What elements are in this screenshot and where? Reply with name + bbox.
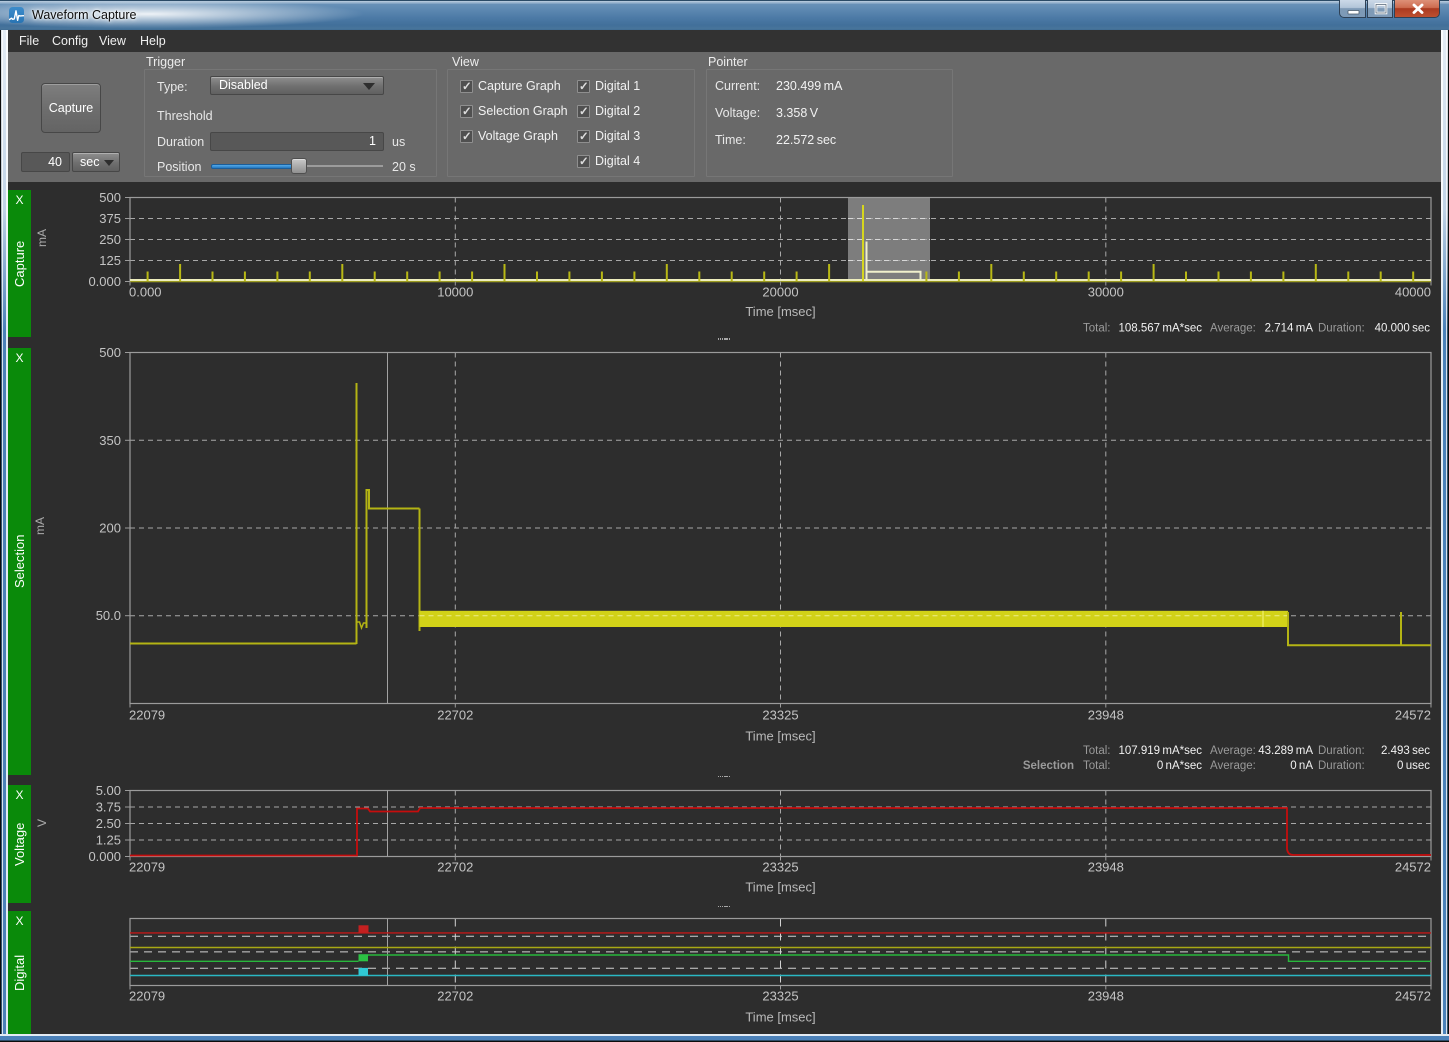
svg-text:50.0: 50.0 (96, 608, 121, 623)
svg-text:V: V (35, 819, 49, 827)
svg-text:1.25: 1.25 (96, 833, 121, 848)
svg-text:24572: 24572 (1395, 708, 1431, 723)
svg-text:125: 125 (99, 253, 121, 268)
svg-text:Total:: Total: (1083, 760, 1111, 772)
svg-text:23325: 23325 (762, 860, 798, 875)
svg-text:2.493 sec: 2.493 sec (1381, 745, 1430, 757)
svg-text:mA: mA (35, 229, 49, 247)
svg-text:500: 500 (99, 190, 121, 205)
svg-text:2.50: 2.50 (96, 816, 121, 831)
svg-text:Average:: Average: (1210, 760, 1256, 772)
svg-text:Duration:: Duration: (1318, 323, 1365, 335)
svg-text:5.00: 5.00 (96, 783, 121, 798)
svg-text:Time [msec]: Time [msec] (745, 304, 815, 319)
svg-text:10000: 10000 (437, 285, 473, 300)
svg-text:Duration:: Duration: (1318, 745, 1365, 757)
svg-text:24572: 24572 (1395, 989, 1431, 1004)
svg-text:Duration:: Duration: (1318, 760, 1365, 772)
svg-text:mA: mA (33, 517, 47, 535)
svg-text:23948: 23948 (1088, 708, 1124, 723)
svg-text:0 usec: 0 usec (1397, 760, 1430, 772)
svg-text:22702: 22702 (437, 708, 473, 723)
svg-text:500: 500 (99, 345, 121, 360)
svg-text:20000: 20000 (762, 285, 798, 300)
svg-text:250: 250 (99, 232, 121, 247)
svg-text:350: 350 (99, 433, 121, 448)
svg-text:22079: 22079 (129, 708, 165, 723)
svg-text:Total:: Total: (1083, 323, 1111, 335)
svg-text:Total:: Total: (1083, 745, 1111, 757)
svg-text:22702: 22702 (437, 989, 473, 1004)
svg-text:22702: 22702 (437, 860, 473, 875)
svg-text:0.000: 0.000 (88, 274, 121, 289)
svg-text:43.289 mA: 43.289 mA (1258, 745, 1313, 757)
svg-text:0 nA*sec: 0 nA*sec (1157, 760, 1202, 772)
svg-text:22079: 22079 (129, 860, 165, 875)
svg-text:24572: 24572 (1395, 860, 1431, 875)
svg-text:200: 200 (99, 521, 121, 536)
svg-text:Average:: Average: (1210, 323, 1256, 335)
svg-text:22079: 22079 (129, 989, 165, 1004)
svg-text:0.000: 0.000 (88, 849, 121, 864)
svg-text:108.567 mA*sec: 108.567 mA*sec (1119, 323, 1203, 335)
svg-text:Time [msec]: Time [msec] (745, 1010, 815, 1025)
svg-text:0 nA: 0 nA (1290, 760, 1313, 772)
svg-text:375: 375 (99, 211, 121, 226)
svg-text:23325: 23325 (762, 989, 798, 1004)
svg-text:Time [msec]: Time [msec] (745, 880, 815, 895)
svg-text:3.75: 3.75 (96, 800, 121, 815)
svg-text:2.714 mA: 2.714 mA (1265, 323, 1314, 335)
svg-text:0.000: 0.000 (129, 285, 162, 300)
svg-text:23948: 23948 (1088, 989, 1124, 1004)
svg-text:23325: 23325 (762, 708, 798, 723)
svg-text:Average:: Average: (1210, 745, 1256, 757)
svg-text:23948: 23948 (1088, 860, 1124, 875)
svg-text:Selection: Selection (1023, 760, 1074, 772)
svg-text:40.000 sec: 40.000 sec (1375, 323, 1431, 335)
svg-text:30000: 30000 (1088, 285, 1124, 300)
svg-text:107.919 mA*sec: 107.919 mA*sec (1119, 745, 1203, 757)
svg-text:40000: 40000 (1395, 285, 1431, 300)
svg-text:Time [msec]: Time [msec] (745, 729, 815, 744)
